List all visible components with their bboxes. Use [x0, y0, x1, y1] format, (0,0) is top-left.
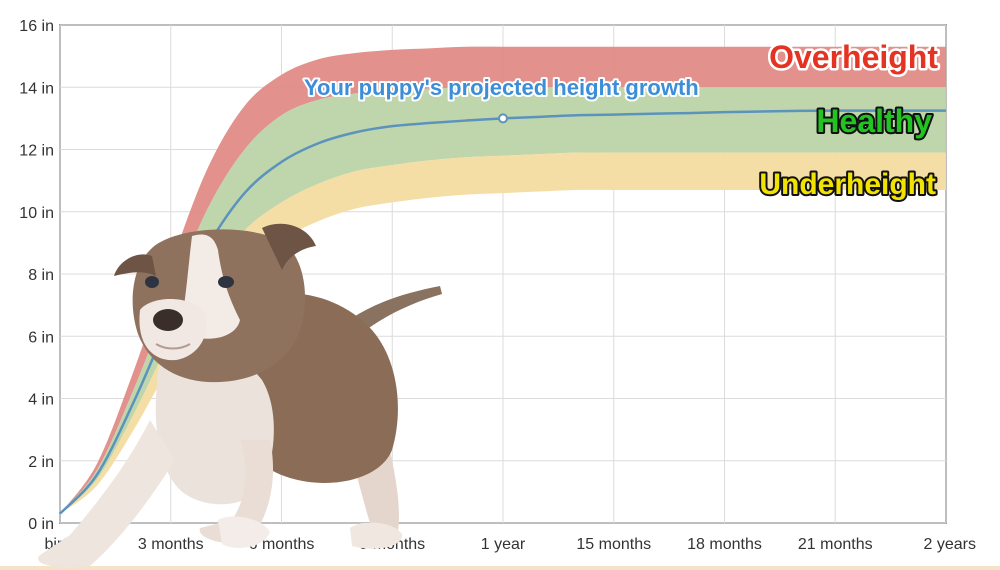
bands: [60, 46, 946, 514]
puppy-nose: [153, 309, 183, 331]
band-label-underheight: Underheight: [759, 168, 936, 201]
bottom-strip: [0, 566, 1000, 570]
x-tick-label: 6 months: [249, 536, 315, 553]
x-tick-label: 18 months: [687, 536, 762, 553]
series-label: Your puppy's projected height growth: [304, 75, 699, 100]
series-marker: [498, 113, 508, 124]
y-tick-label: 6 in: [28, 329, 54, 346]
x-tick-label: 1 year: [481, 536, 526, 553]
puppy-ear-right: [262, 223, 316, 270]
puppy-tail: [352, 286, 442, 330]
x-tick-label: 21 months: [798, 536, 873, 553]
y-tick-label: 12 in: [19, 143, 54, 160]
y-tick-label: 2 in: [28, 454, 54, 471]
x-tick-label: 15 months: [576, 536, 651, 553]
puppy-ear-left: [114, 254, 156, 276]
band-healthy: [60, 87, 946, 514]
puppy-eye-right: [218, 276, 234, 288]
y-tick-label: 16 in: [19, 18, 54, 35]
puppy-photo: [38, 223, 442, 568]
y-tick-label: 0 in: [28, 516, 54, 533]
puppy-back-paw: [350, 522, 403, 549]
x-tick-label: 2 years: [924, 536, 976, 553]
puppy-chest: [155, 351, 274, 505]
y-tick-label: 4 in: [28, 392, 54, 409]
band-label-healthy: Healthy: [816, 103, 932, 139]
y-tick-label: 10 in: [19, 205, 54, 222]
y-tick-label: 8 in: [28, 267, 54, 284]
band-labels: Overheight Healthy Underheight Your puppy's…: [302, 37, 941, 204]
puppy-eye-left: [145, 276, 159, 288]
puppy-mouth: [155, 343, 191, 350]
puppy-front-leg-left: [38, 420, 175, 568]
x-tick-label: 3 months: [138, 536, 204, 553]
puppy-front-paw: [218, 516, 270, 548]
y-tick-label: 14 in: [19, 80, 54, 97]
band-label-overheight: Overheight: [769, 39, 938, 75]
puppy-front-leg-right: [199, 440, 274, 543]
band-underheight: [60, 152, 946, 514]
